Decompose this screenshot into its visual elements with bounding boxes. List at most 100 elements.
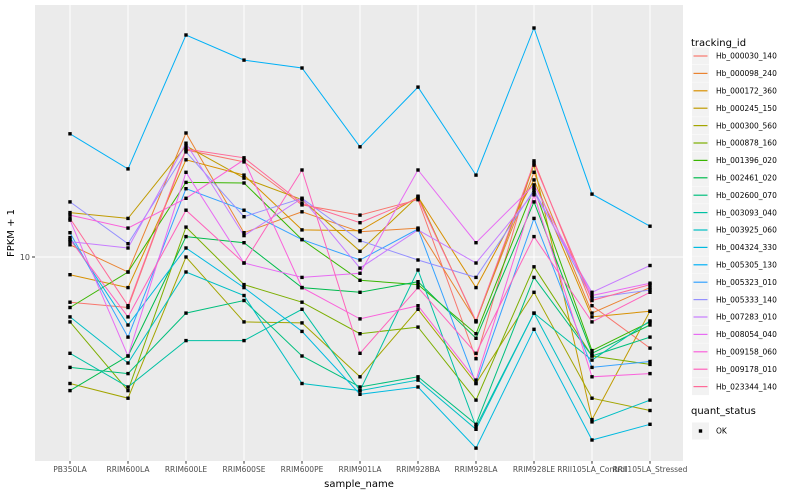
legend-item-label: Hb_002600_070 xyxy=(716,191,777,200)
data-point xyxy=(126,216,130,221)
data-point xyxy=(68,213,72,217)
legend-item-Hb_000098_240: Hb_000098_240 xyxy=(692,64,777,82)
data-point xyxy=(532,170,536,174)
data-point xyxy=(184,150,188,154)
legend-quant-status-items: OK xyxy=(692,422,728,440)
data-point xyxy=(184,270,188,274)
data-point xyxy=(590,348,594,353)
data-point xyxy=(474,261,478,265)
data-point xyxy=(68,200,72,204)
data-point xyxy=(184,234,188,239)
data-point xyxy=(416,85,420,89)
data-point xyxy=(184,33,188,37)
data-point xyxy=(184,170,188,174)
data-point xyxy=(590,417,594,422)
legend-item-label: Hb_000098_240 xyxy=(716,69,777,78)
legend-item-Hb_000245_150: Hb_000245_150 xyxy=(692,99,777,117)
data-point xyxy=(416,378,420,382)
data-point xyxy=(358,238,362,243)
data-point xyxy=(68,300,72,304)
data-point xyxy=(474,422,478,426)
data-point xyxy=(300,381,304,386)
data-point xyxy=(532,26,536,30)
legend-item-Hb_005333_140: Hb_005333_140 xyxy=(692,291,777,309)
x-tick-label: RRIM600SE xyxy=(223,465,266,474)
data-point xyxy=(648,362,652,367)
data-point xyxy=(416,385,420,389)
data-point xyxy=(532,186,536,190)
legend-item-label: Hb_008054_040 xyxy=(716,330,777,339)
data-point xyxy=(242,231,246,235)
data-point xyxy=(590,420,594,424)
data-point xyxy=(68,305,72,310)
data-point xyxy=(590,358,594,362)
data-point xyxy=(590,320,594,324)
data-point xyxy=(242,176,246,180)
data-point xyxy=(300,275,304,280)
data-point xyxy=(532,234,536,239)
data-point xyxy=(126,305,130,310)
data-point xyxy=(590,298,594,303)
legend-tracking-id-title: tracking_id xyxy=(691,38,746,49)
legend-item-Hb_000300_560: Hb_000300_560 xyxy=(692,117,777,135)
data-point xyxy=(532,163,536,167)
legend-item-label: Hb_000172_360 xyxy=(716,87,777,96)
data-point xyxy=(532,216,536,221)
data-point xyxy=(590,192,594,196)
data-point xyxy=(358,229,362,233)
data-point xyxy=(590,315,594,319)
data-point xyxy=(358,278,362,282)
data-point xyxy=(358,351,362,355)
data-point xyxy=(532,327,536,331)
data-point xyxy=(358,221,362,225)
legend-item-Hb_002600_070: Hb_002600_070 xyxy=(692,186,777,204)
data-point xyxy=(68,235,72,240)
data-point xyxy=(300,307,304,311)
data-point xyxy=(300,321,304,325)
data-point xyxy=(416,282,420,287)
data-point xyxy=(358,249,362,253)
data-point xyxy=(126,335,130,339)
data-point xyxy=(68,210,72,215)
x-tick-label: RRIM600LE xyxy=(165,465,208,474)
data-point xyxy=(300,329,304,334)
data-point xyxy=(126,315,130,319)
data-point xyxy=(126,167,130,171)
x-axis-tick-labels: PB350LA RRIM600LA RRIM600LE RRIM600SE RRIM60… xyxy=(53,465,687,474)
data-point xyxy=(358,213,362,217)
data-point xyxy=(126,354,130,358)
data-point xyxy=(590,296,594,300)
data-point xyxy=(590,438,594,442)
legend-item-Hb_003093_040: Hb_003093_040 xyxy=(692,204,777,222)
data-point xyxy=(68,365,72,370)
x-tick-label: RRIM901LA xyxy=(339,465,383,474)
data-point xyxy=(416,375,420,379)
legend-item-label: Hb_001396_020 xyxy=(716,156,777,165)
legend-item-label: Hb_000878_160 xyxy=(716,139,777,148)
data-point xyxy=(242,215,246,219)
legend-item-Hb_005305_130: Hb_005305_130 xyxy=(692,256,777,274)
data-point xyxy=(242,208,246,212)
legend-item-Hb_004324_330: Hb_004324_330 xyxy=(692,238,777,256)
x-tick-label: RRIM928LE xyxy=(513,465,556,474)
data-point xyxy=(590,351,594,355)
x-tick-label: RRIM928BA xyxy=(396,465,441,474)
data-point xyxy=(68,239,72,244)
data-point xyxy=(242,298,246,303)
data-point xyxy=(126,226,130,230)
data-point xyxy=(184,246,188,250)
data-point xyxy=(242,261,246,265)
data-point xyxy=(474,378,478,382)
data-point xyxy=(126,285,130,290)
data-point xyxy=(300,66,304,70)
data-point xyxy=(300,210,304,214)
data-point xyxy=(126,304,130,308)
data-point xyxy=(532,183,536,187)
data-point xyxy=(474,427,478,431)
data-point xyxy=(416,194,420,198)
data-point xyxy=(590,304,594,308)
data-point xyxy=(68,388,72,393)
x-tick-label: RRIM928LA xyxy=(455,465,499,474)
data-point xyxy=(126,246,130,250)
legend-item-Hb_023344_140: Hb_023344_140 xyxy=(692,378,777,396)
